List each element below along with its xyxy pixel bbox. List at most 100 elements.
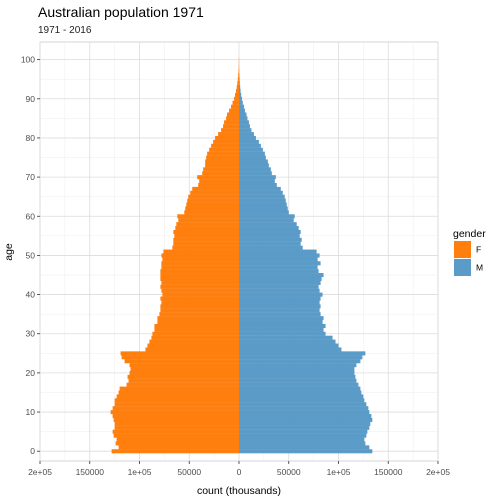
bar-m-age-53 bbox=[239, 241, 301, 246]
bar-f-age-50 bbox=[161, 253, 239, 258]
bar-f-age-33 bbox=[157, 320, 239, 325]
bar-m-age-7 bbox=[239, 421, 371, 426]
bar-f-age-34 bbox=[157, 316, 239, 321]
bar-m-age-80 bbox=[239, 135, 256, 141]
bar-f-age-38 bbox=[161, 300, 239, 305]
bar-f-age-72 bbox=[203, 167, 239, 172]
x-tick-label: 1e+05 bbox=[327, 467, 351, 477]
x-tick-label: 50000 bbox=[177, 467, 201, 477]
bar-m-age-57 bbox=[239, 226, 299, 231]
legend-label-f: F bbox=[476, 245, 481, 255]
bar-f-age-9 bbox=[112, 414, 239, 419]
bar-f-age-93 bbox=[236, 85, 239, 90]
x-axis-title: count (thousands) bbox=[197, 485, 281, 497]
bar-f-age-81 bbox=[218, 132, 239, 137]
bar-m-age-51 bbox=[239, 249, 317, 254]
legend-swatch-m bbox=[454, 259, 471, 276]
y-tick-label: 30 bbox=[26, 329, 36, 339]
y-tick-label: 10 bbox=[26, 407, 36, 417]
bar-f-age-35 bbox=[159, 312, 239, 317]
bar-m-age-95 bbox=[239, 77, 240, 82]
bar-m-age-52 bbox=[239, 245, 303, 250]
bar-f-age-76 bbox=[207, 151, 239, 156]
bar-f-age-80 bbox=[215, 135, 239, 141]
bar-m-age-47 bbox=[239, 265, 318, 270]
bar-f-age-63 bbox=[186, 202, 239, 207]
y-tick-label: 100 bbox=[21, 55, 35, 65]
y-axis-title: age bbox=[3, 243, 15, 261]
bar-f-age-95 bbox=[237, 77, 239, 82]
bar-m-age-24 bbox=[239, 355, 363, 360]
bar-f-age-56 bbox=[173, 229, 239, 235]
legend-label-m: M bbox=[476, 263, 483, 273]
bar-f-age-91 bbox=[235, 92, 239, 97]
bar-f-age-87 bbox=[229, 108, 239, 113]
y-tick-label: 90 bbox=[26, 94, 36, 104]
bar-m-age-22 bbox=[239, 363, 357, 368]
bar-f-age-57 bbox=[175, 226, 239, 231]
bar-m-age-67 bbox=[239, 186, 281, 191]
bar-f-age-73 bbox=[205, 163, 239, 168]
bar-m-age-18 bbox=[239, 378, 357, 383]
bar-f-age-3 bbox=[116, 437, 239, 442]
bar-m-age-90 bbox=[239, 96, 242, 101]
bar-f-age-10 bbox=[110, 410, 240, 415]
bar-m-age-78 bbox=[239, 143, 261, 148]
bar-m-age-58 bbox=[239, 222, 297, 227]
bar-m-age-71 bbox=[239, 171, 272, 176]
bar-m-age-10 bbox=[239, 410, 370, 415]
x-tick-label: 1e+05 bbox=[128, 467, 152, 477]
y-tick-label: 40 bbox=[26, 290, 36, 300]
bar-f-age-66 bbox=[190, 190, 239, 195]
bar-m-age-86 bbox=[239, 112, 247, 117]
legend-title: gender bbox=[453, 228, 486, 240]
bar-f-age-29 bbox=[151, 335, 239, 340]
bar-f-age-47 bbox=[161, 265, 239, 270]
bar-f-age-62 bbox=[185, 206, 239, 211]
bar-m-age-60 bbox=[239, 214, 295, 219]
bar-m-age-13 bbox=[239, 398, 365, 403]
bar-m-age-2 bbox=[239, 441, 366, 446]
bar-m-age-0 bbox=[239, 449, 373, 454]
bar-m-age-69 bbox=[239, 179, 275, 184]
bar-f-age-31 bbox=[154, 327, 239, 332]
bar-m-age-41 bbox=[239, 288, 320, 293]
plot-panel bbox=[39, 41, 439, 462]
bar-f-age-23 bbox=[124, 359, 239, 364]
bar-m-age-9 bbox=[239, 414, 372, 419]
bar-f-age-59 bbox=[178, 218, 239, 223]
bar-f-age-92 bbox=[236, 88, 239, 94]
bar-m-age-21 bbox=[239, 367, 355, 372]
bar-f-age-90 bbox=[234, 96, 239, 101]
bar-m-age-49 bbox=[239, 257, 318, 262]
bar-f-age-36 bbox=[160, 308, 239, 313]
bar-f-age-32 bbox=[154, 323, 239, 329]
bar-m-age-46 bbox=[239, 269, 319, 274]
bar-f-age-11 bbox=[112, 406, 239, 411]
bar-m-age-76 bbox=[239, 151, 265, 156]
bar-f-age-44 bbox=[160, 276, 239, 282]
bar-f-age-16 bbox=[119, 386, 239, 391]
bar-m-age-23 bbox=[239, 359, 361, 364]
bar-f-age-61 bbox=[184, 210, 239, 215]
bar-f-age-60 bbox=[177, 214, 239, 219]
bar-m-age-17 bbox=[239, 382, 359, 387]
bar-f-age-15 bbox=[118, 390, 239, 395]
bar-f-age-45 bbox=[160, 273, 239, 278]
bar-f-age-22 bbox=[129, 363, 239, 368]
bar-m-age-42 bbox=[239, 284, 319, 289]
bar-m-age-89 bbox=[239, 100, 243, 105]
bar-f-age-58 bbox=[176, 222, 239, 227]
bar-f-age-75 bbox=[206, 155, 239, 160]
bar-f-age-86 bbox=[227, 112, 239, 117]
bar-f-age-20 bbox=[129, 370, 239, 376]
bar-f-age-17 bbox=[126, 382, 239, 387]
bar-m-age-92 bbox=[239, 88, 241, 94]
series-m bbox=[239, 57, 373, 454]
bar-m-age-74 bbox=[239, 159, 268, 164]
bar-f-age-18 bbox=[128, 378, 239, 383]
series-f bbox=[110, 57, 240, 454]
bar-f-age-12 bbox=[114, 402, 239, 407]
y-axis: 0 10 20 30 40 50 60 70 80 90 100 bbox=[21, 55, 40, 456]
